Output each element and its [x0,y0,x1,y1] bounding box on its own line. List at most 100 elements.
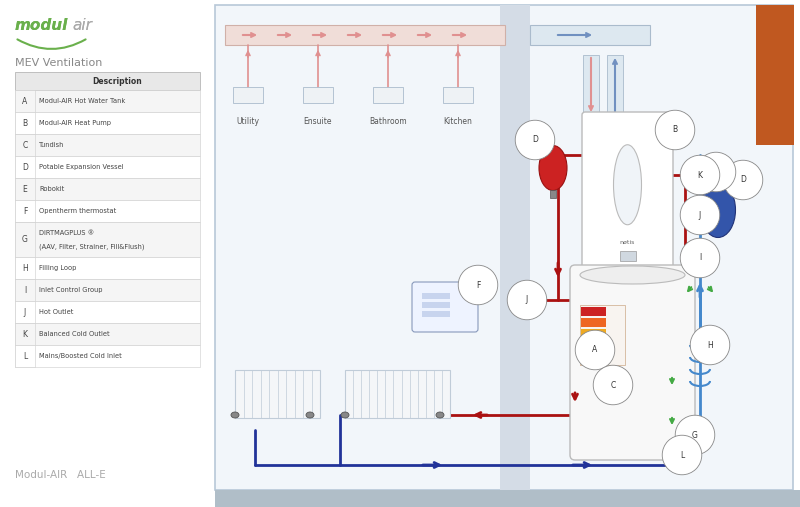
Ellipse shape [341,412,349,418]
Bar [756,5,794,145]
Text: Modul-AIR   ALL-E: Modul-AIR ALL-E [15,470,106,480]
Bar [581,351,606,360]
Bar [15,134,200,156]
Text: air: air [72,18,92,33]
Text: MEV Ventilation: MEV Ventilation [15,58,102,68]
Bar [215,5,793,490]
Ellipse shape [580,266,685,284]
Bar [15,257,200,279]
Bar [15,178,200,200]
Text: K: K [698,170,702,179]
Bar [15,345,35,367]
Bar [15,112,200,134]
Text: Mains/Boosted Cold Inlet: Mains/Boosted Cold Inlet [39,353,122,359]
Text: modul: modul [15,18,68,33]
Bar [422,311,450,317]
Bar [15,90,200,112]
Bar [15,200,35,222]
Text: B: B [22,119,27,127]
Bar [422,302,450,308]
Bar [15,222,200,257]
Text: Ensuite: Ensuite [304,117,332,126]
Text: modul: modul [15,18,68,33]
FancyArrowPatch shape [18,40,86,49]
Ellipse shape [436,412,444,418]
Text: Balanced Cold Outlet: Balanced Cold Outlet [39,331,110,337]
Bar [581,340,606,349]
Text: Hot Outlet: Hot Outlet [39,309,74,315]
Bar [15,279,35,301]
Bar [15,156,35,178]
Text: Tundish: Tundish [39,142,64,148]
Bar [15,257,35,279]
Text: J: J [699,210,701,220]
Text: B: B [673,126,678,134]
Bar [607,55,623,115]
Bar [345,370,450,418]
Text: G: G [22,235,28,244]
Bar [580,305,625,365]
Ellipse shape [690,441,700,449]
Bar [15,90,35,112]
Bar [303,87,333,103]
Text: Potable Expansion Vessel: Potable Expansion Vessel [39,164,124,170]
Text: L: L [23,352,27,360]
Bar [235,370,320,418]
Bar [373,87,403,103]
Text: I: I [24,286,26,295]
Bar [15,134,35,156]
Text: I: I [699,254,701,263]
Text: J: J [24,308,26,317]
Bar [215,490,800,507]
Text: Inlet Control Group: Inlet Control Group [39,287,102,293]
Text: Filling Loop: Filling Loop [39,265,76,271]
Ellipse shape [701,183,735,237]
Bar [15,112,35,134]
Bar [15,200,200,222]
Bar [422,293,450,299]
Text: H: H [22,264,28,273]
Bar [443,87,473,103]
Bar [15,345,200,367]
Text: (AAV, Filter, Strainer, Fill&Flush): (AAV, Filter, Strainer, Fill&Flush) [39,243,145,250]
Bar [15,72,200,90]
Bar [15,301,35,323]
Bar [581,307,606,316]
Text: Bathroom: Bathroom [369,117,407,126]
Text: Opentherm thermostat: Opentherm thermostat [39,208,116,214]
Text: D: D [532,135,538,144]
Text: F: F [476,280,480,289]
Text: E: E [22,185,27,194]
Text: K: K [22,330,27,339]
Bar [550,190,556,198]
Bar [15,178,35,200]
Text: Description: Description [93,77,142,86]
Text: A: A [22,96,28,105]
Bar [15,156,200,178]
Text: DIRTMAGPLUS ®: DIRTMAGPLUS ® [39,230,94,236]
Text: J: J [526,296,528,305]
Ellipse shape [231,412,239,418]
Text: Modul-AIR Heat Pump: Modul-AIR Heat Pump [39,120,111,126]
Bar [0,0,210,507]
Bar [15,301,200,323]
Text: G: G [692,430,698,440]
Bar [583,55,599,115]
Text: air: air [72,18,92,33]
Text: D: D [22,163,28,171]
Bar [581,329,606,338]
Text: E: E [714,167,718,176]
Bar [15,279,200,301]
Bar [581,318,606,327]
Bar [15,323,200,345]
Text: Modul-AIR Hot Water Tank: Modul-AIR Hot Water Tank [39,98,126,104]
Bar [225,25,505,45]
Bar [233,87,263,103]
Ellipse shape [306,412,314,418]
Text: F: F [23,206,27,215]
Text: D: D [740,175,746,185]
FancyBboxPatch shape [412,282,478,332]
FancyBboxPatch shape [582,112,673,273]
FancyBboxPatch shape [570,265,695,460]
Ellipse shape [693,264,707,276]
